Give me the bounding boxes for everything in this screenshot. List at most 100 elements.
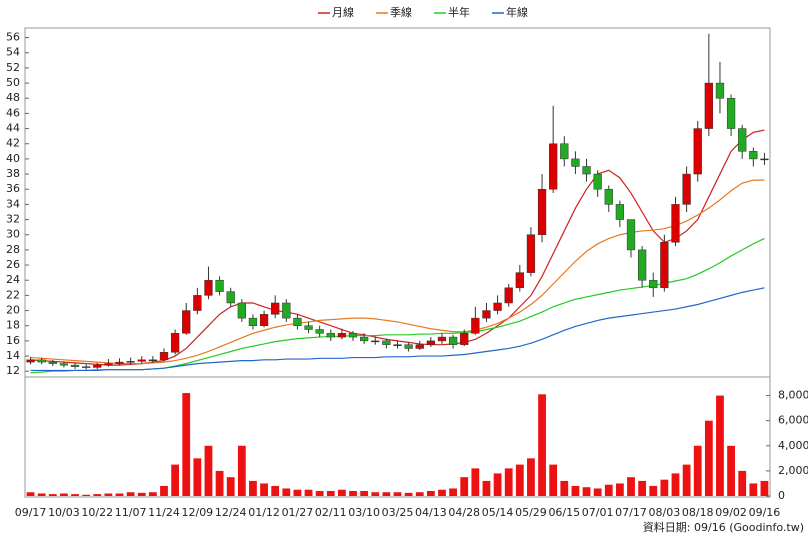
volume-bar [404,492,413,496]
legend-label: 年線 [506,5,528,19]
volume-bar [649,485,658,496]
candle-body [37,359,46,363]
y-tick-label: 48 [6,91,20,104]
y-tick-label: 50 [6,76,20,89]
candle-body [549,143,558,190]
candle-body [537,188,547,235]
x-tick-label: 11/07 [115,506,147,519]
legend-label: 月線 [332,5,354,19]
candle-body [637,249,647,281]
candle-body [715,82,725,99]
candle-body [271,302,280,315]
candle-body [159,352,169,361]
candle-body [671,204,680,243]
candle-body [393,344,402,346]
y-tick-label: 40 [6,152,20,165]
y2-tick-label: 6,000 [778,414,808,427]
x-tick-label: 07/01 [582,506,614,519]
volume-bar [538,394,546,496]
volume-bar [415,492,424,496]
candle-body [259,314,269,326]
volume-bar [93,494,102,496]
volume-bar [326,490,335,496]
y-tick-label: 56 [6,31,20,44]
ma-line [30,287,765,372]
y-tick-label: 26 [6,258,20,271]
x-tick-label: 12/24 [215,506,247,519]
y-tick-label: 16 [6,334,20,347]
y-tick-label: 12 [6,364,20,377]
x-tick-label: 08/03 [649,506,681,519]
candle-body [693,128,702,175]
volume-bar [426,490,435,496]
volume-bar [593,488,602,496]
candle-body [415,344,424,349]
volume-bar [71,494,79,496]
candle-body [93,364,102,368]
volume-bar [460,477,469,496]
volume-bar [382,492,391,496]
volume-bar [582,487,591,496]
volume-bar [682,464,691,496]
y-tick-label: 14 [6,349,20,362]
price-panel [24,27,771,378]
candle-body [604,188,613,205]
volume-bar [338,489,346,496]
volume-bar [104,493,113,496]
candle-body [482,310,491,319]
volume-bar [260,483,268,496]
y-tick-label: 34 [6,197,20,210]
candle-body [226,291,235,304]
x-tick-label: 01/12 [248,506,280,519]
candle-body [282,302,291,319]
volume-bar [60,493,68,496]
volume-bar [671,473,680,496]
y2-tick-label: 2,000 [778,464,808,477]
candle-body [248,317,258,326]
candle-body [204,279,213,296]
candle-body [215,279,224,292]
volume-bar [282,488,291,496]
candle-body [682,173,691,205]
volume-bar [549,464,558,496]
candle-body [471,317,480,334]
candle-body [660,242,669,289]
volume-bar [82,494,91,496]
volume-bar [315,490,324,496]
candle-body [749,151,758,160]
volume-bar [115,493,124,496]
candle-body [371,340,380,343]
x-tick-label: 01/27 [282,506,314,519]
candle-body [626,219,636,251]
volume-bar [638,480,647,496]
volume-bar [660,479,669,496]
x-tick-label: 10/03 [48,506,80,519]
candle-body [504,287,513,304]
volume-bar [738,470,747,496]
y2-tick-label: 4,000 [778,439,808,452]
y-tick-label: 54 [6,46,20,59]
legend-label: 半年 [448,5,470,19]
volume-bar [716,395,724,496]
candle-body [726,97,736,129]
x-tick-label: 03/25 [382,506,414,519]
y-tick-label: 24 [6,273,20,286]
candle-body [738,128,747,152]
y-tick-label: 18 [6,319,20,332]
candle-body [237,302,246,319]
footer: 資料日期: 09/16 (Goodinfo.tw) [643,520,804,534]
x-tick-label: 09/16 [749,506,781,519]
volume-bar [160,485,168,496]
candle-body [448,336,458,345]
x-tick-label: 12/09 [181,506,213,519]
volume-bar [493,473,502,496]
x-tick-label: 03/10 [348,506,380,519]
y-tick-label: 22 [6,288,20,301]
candle-body [59,363,69,366]
candle-body [26,359,35,363]
volume-bar [515,464,524,496]
candle-body [582,166,591,175]
candle-body [704,82,713,129]
candle-body [315,329,324,334]
candle-body [193,295,202,311]
